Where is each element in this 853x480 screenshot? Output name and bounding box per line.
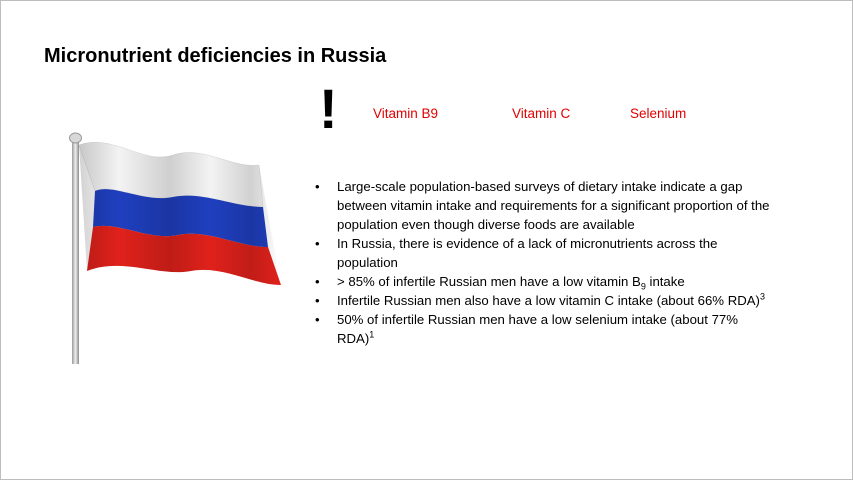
bullet-text: 50% of infertile Russian men have a low …	[337, 312, 738, 346]
nutrient-label-b9: Vitamin B9	[373, 106, 439, 121]
bullet-text: intake	[645, 274, 685, 289]
bullet-text: In Russia, there is evidence of a lack o…	[337, 236, 718, 270]
slide-title: Micronutrient deficiencies in Russia	[44, 45, 387, 67]
nutrient-label-vitamin-c: Vitamin C	[512, 106, 571, 121]
citation-superscript: 1	[369, 329, 375, 340]
bullet-item: In Russia, there is evidence of a lack o…	[315, 234, 775, 272]
russian-flag-icon	[63, 125, 293, 380]
flag-pole-finial	[69, 132, 82, 144]
bullet-item: Large-scale population-based surveys of …	[315, 177, 775, 234]
nutrient-label-selenium: Selenium	[630, 106, 687, 121]
bullet-text: Large-scale population-based surveys of …	[337, 179, 770, 232]
bullet-text: > 85% of infertile Russian men have a lo…	[337, 274, 641, 289]
bullet-item: Infertile Russian men also have a low vi…	[315, 291, 775, 310]
bullet-item: 50% of infertile Russian men have a low …	[315, 310, 775, 348]
bullet-item: > 85% of infertile Russian men have a lo…	[315, 272, 775, 291]
flag-pole	[72, 139, 79, 364]
subscript: 9	[640, 281, 646, 292]
bullet-list: Large-scale population-based surveys of …	[315, 177, 775, 348]
citation-superscript: 3	[759, 291, 765, 302]
exclamation-mark: !	[319, 77, 338, 140]
bullet-text: Infertile Russian men also have a low vi…	[337, 293, 760, 308]
